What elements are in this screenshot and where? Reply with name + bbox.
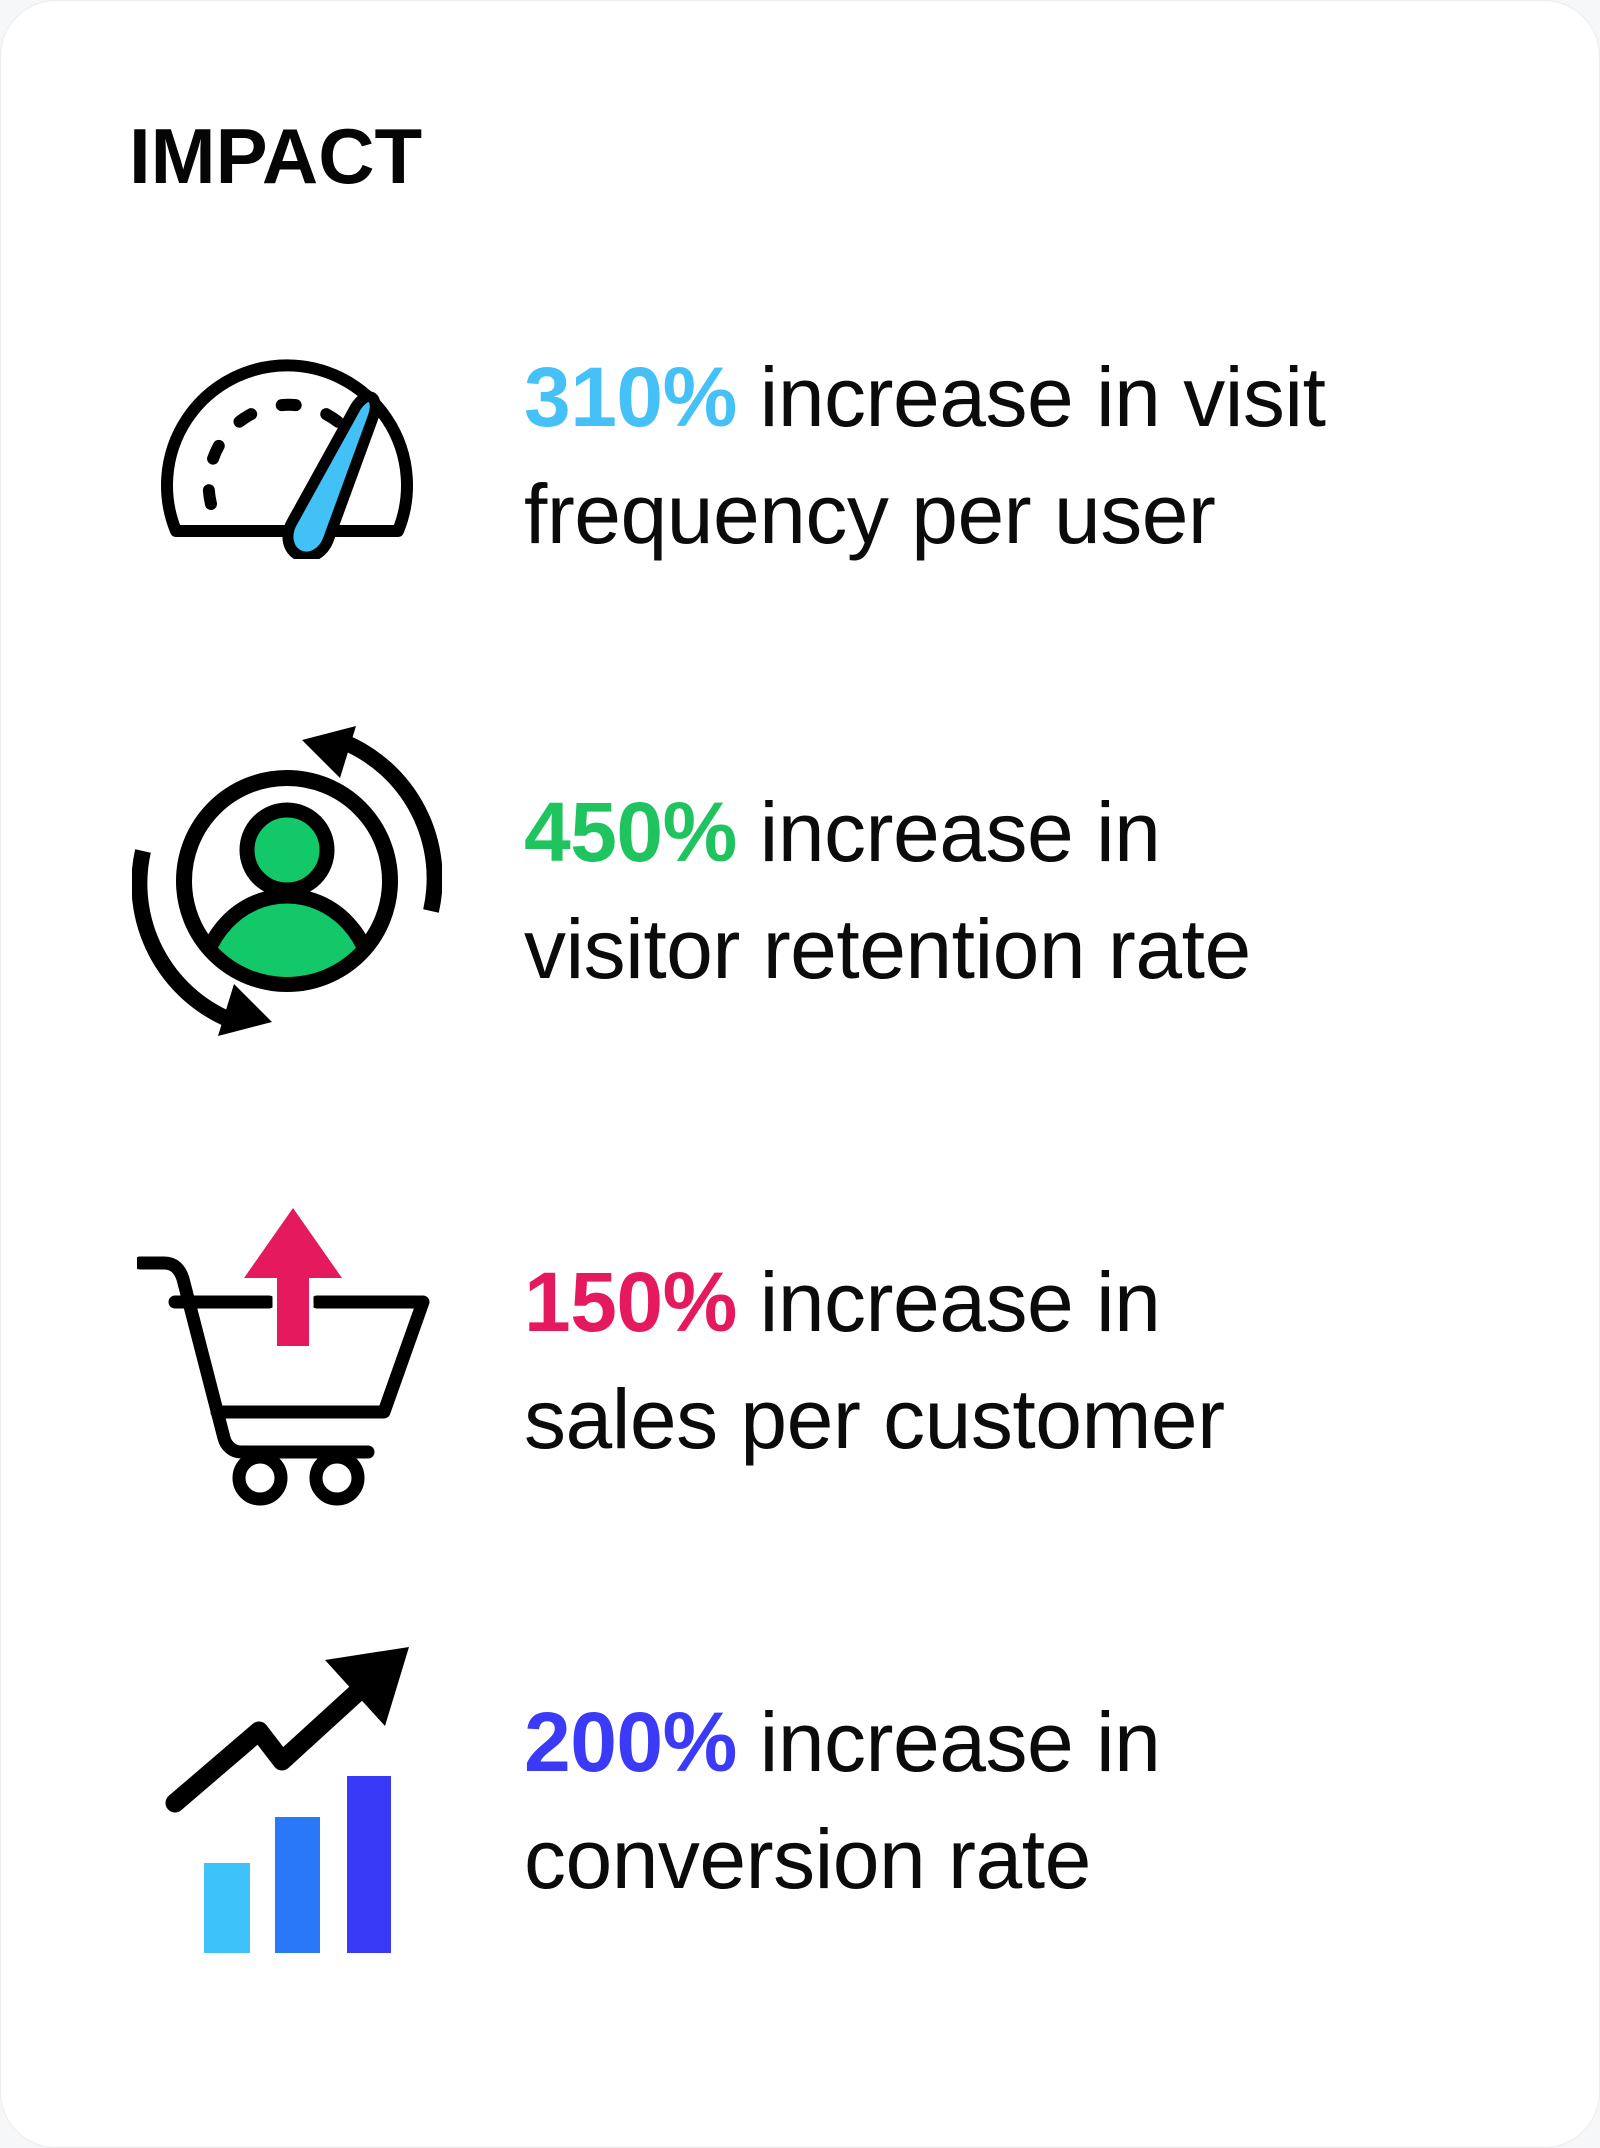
user-refresh-icon bbox=[131, 726, 442, 1036]
stat-line-2: sales per customer bbox=[524, 1372, 1225, 1466]
stat-row-visit-frequency: 310% increase in visit frequency per use… bbox=[129, 339, 1539, 573]
speedometer-icon bbox=[160, 358, 413, 559]
stat-row-sales-per-customer: 150% increase in sales per customer bbox=[129, 1206, 1539, 1516]
stat-icon-box bbox=[129, 354, 524, 559]
stat-line-2: conversion rate bbox=[524, 1812, 1091, 1906]
stat-row-visitor-retention: 450% increase in visitor retention rate bbox=[129, 726, 1539, 1056]
stat-description: increase in bbox=[736, 785, 1161, 879]
stat-line-1: 200% increase in bbox=[524, 1684, 1161, 1801]
stat-line-1: 150% increase in bbox=[524, 1244, 1225, 1361]
stat-icon-box bbox=[129, 1206, 524, 1516]
stat-value: 310% bbox=[524, 350, 737, 444]
stat-text: 150% increase in sales per customer bbox=[524, 1244, 1225, 1478]
stat-value: 450% bbox=[524, 785, 737, 879]
stat-description: increase in bbox=[736, 1255, 1161, 1349]
stat-icon-box bbox=[129, 726, 524, 1056]
card-content: IMPACT 310% increase in visit frequency … bbox=[1, 1, 1599, 1956]
stat-line-2: visitor retention rate bbox=[524, 902, 1251, 996]
stat-line-1: 450% increase in bbox=[524, 774, 1251, 891]
stat-value: 150% bbox=[524, 1255, 737, 1349]
stat-row-conversion-rate: 200% increase in conversion rate bbox=[129, 1646, 1539, 1956]
bar-chart-growth-icon bbox=[165, 1647, 409, 1953]
stat-text: 450% increase in visitor retention rate bbox=[524, 774, 1251, 1008]
cart-up-arrow-icon bbox=[136, 1206, 429, 1506]
stat-description: increase in bbox=[736, 1695, 1161, 1789]
stat-line-2: frequency per user bbox=[524, 467, 1216, 561]
page-title: IMPACT bbox=[129, 112, 423, 200]
stat-value: 200% bbox=[524, 1695, 737, 1789]
stat-text: 310% increase in visit frequency per use… bbox=[524, 339, 1326, 573]
stat-line-1: 310% increase in visit bbox=[524, 339, 1326, 456]
stat-description: increase in visit bbox=[736, 350, 1326, 444]
stat-text: 200% increase in conversion rate bbox=[524, 1684, 1161, 1918]
stat-icon-box bbox=[129, 1646, 524, 1956]
